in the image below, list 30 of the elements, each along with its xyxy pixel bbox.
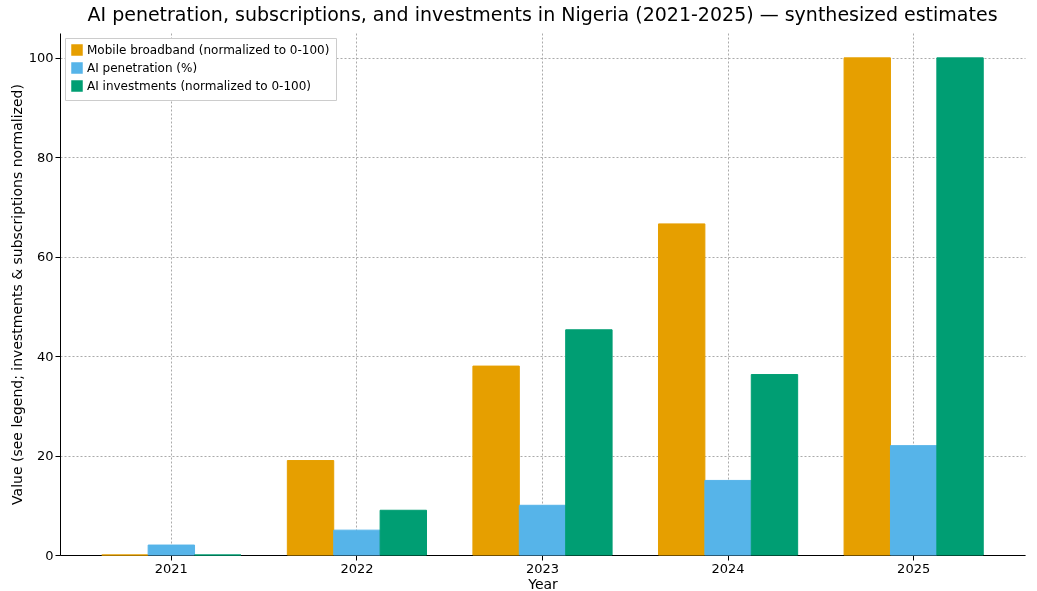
x-tick-label: 2025 — [897, 560, 931, 576]
chart-title: AI penetration, subscriptions, and investments in Nigeria (2021-2025) — synthesized estimates — [87, 3, 998, 25]
y-tick-label: 100 — [28, 50, 54, 66]
bar — [472, 365, 520, 556]
x-tick-label: 2023 — [525, 560, 560, 576]
legend-label: AI investments (normalized to 0-100) — [87, 79, 311, 93]
x-tick-label: 2024 — [711, 560, 745, 576]
x-tick-label: 2021 — [154, 560, 188, 576]
legend-label: Mobile broadband (normalized to 0-100) — [87, 43, 330, 57]
bar — [704, 479, 752, 556]
bar — [518, 504, 567, 556]
y-tick-label: 20 — [36, 448, 54, 464]
y-tick-label: 0 — [45, 547, 54, 563]
x-axis-title: Year — [527, 575, 559, 591]
y-tick-label: 40 — [36, 348, 54, 364]
y-tick-label: 60 — [36, 249, 54, 265]
bar — [889, 445, 938, 556]
bar — [936, 57, 984, 556]
bar — [565, 329, 613, 556]
y-tick-label: 80 — [36, 149, 54, 165]
legend-label: AI penetration (%) — [87, 61, 198, 75]
y-axis-title: Value (see legend; investments & subscriptions normalized) — [8, 84, 25, 505]
bar — [379, 509, 428, 556]
bar — [286, 460, 335, 556]
bar — [750, 374, 799, 556]
bar — [147, 544, 196, 556]
bar — [657, 223, 706, 556]
bar — [333, 529, 381, 556]
bar — [843, 57, 891, 556]
x-tick-label: 2022 — [340, 560, 374, 576]
